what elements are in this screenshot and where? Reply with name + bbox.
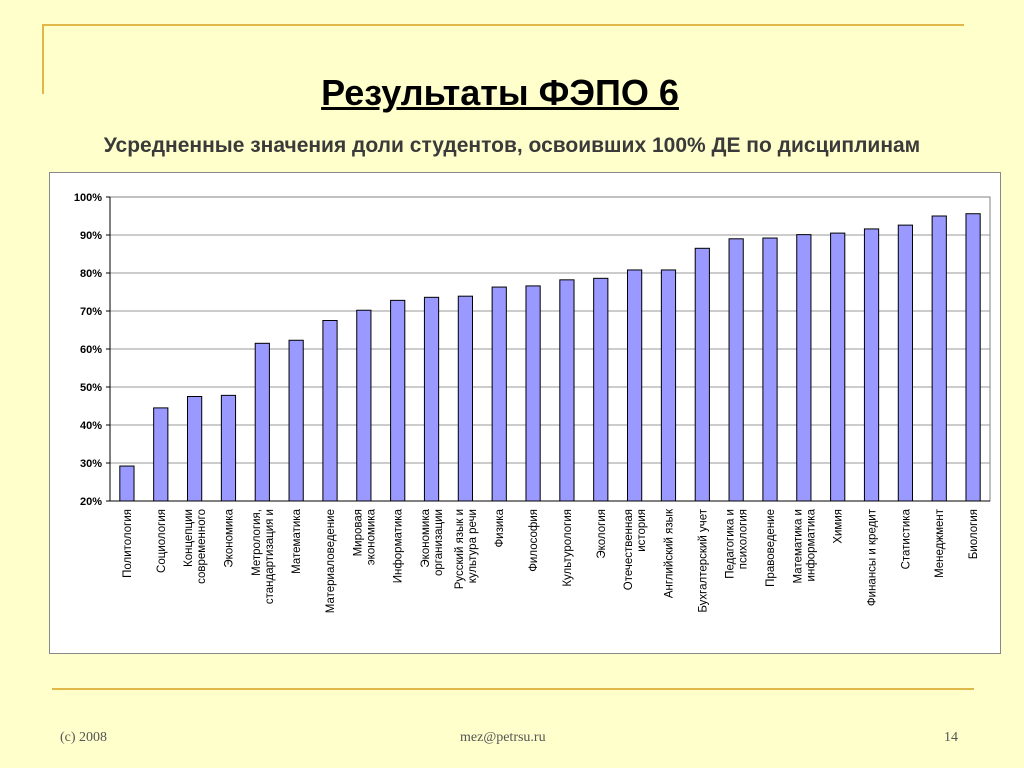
x-tick-label: Метрология, bbox=[251, 509, 263, 576]
bar bbox=[660, 269, 677, 502]
bar bbox=[153, 407, 169, 502]
x-tick-label: современного bbox=[196, 509, 208, 584]
bar bbox=[322, 320, 338, 502]
top-decor-line bbox=[42, 24, 964, 26]
x-tick-label: Информатика bbox=[393, 508, 405, 583]
bar bbox=[965, 213, 981, 502]
y-tick-label: 100% bbox=[74, 192, 102, 204]
x-tick-label: Педагогика и bbox=[725, 509, 737, 579]
y-tick-label: 30% bbox=[80, 458, 102, 470]
x-tick-label: Биология bbox=[968, 509, 980, 559]
left-decor-line bbox=[42, 24, 44, 94]
bar bbox=[863, 228, 880, 502]
x-tick-label: Бухгалтерский учет bbox=[697, 508, 709, 612]
x-tick-label: психология bbox=[738, 509, 750, 569]
bar bbox=[119, 465, 135, 502]
x-tick-label: Экономика bbox=[420, 508, 432, 567]
x-tick-label: Социология bbox=[156, 509, 168, 573]
bar bbox=[796, 234, 812, 502]
x-tick-label: Правоведение bbox=[765, 509, 777, 587]
y-tick-label: 60% bbox=[80, 344, 102, 356]
x-tick-label: Концепции bbox=[183, 509, 195, 567]
x-tick-label: экономика bbox=[365, 508, 377, 565]
bar bbox=[627, 269, 643, 502]
slide-title: Результаты ФЭПО 6 bbox=[321, 72, 679, 113]
x-tick-label: Экономика bbox=[223, 508, 235, 567]
bar bbox=[491, 286, 507, 502]
bar bbox=[457, 295, 473, 502]
bar bbox=[288, 339, 304, 502]
bar bbox=[897, 224, 913, 502]
x-tick-label: Статистика bbox=[900, 508, 912, 569]
y-tick-label: 80% bbox=[80, 268, 102, 280]
x-tick-label: Английский язык bbox=[663, 508, 675, 598]
bar bbox=[390, 299, 406, 502]
footer-email: mez@petrsu.ru bbox=[460, 730, 546, 745]
x-tick-label: Экология bbox=[596, 509, 608, 559]
bar bbox=[525, 285, 541, 502]
x-tick-label: Математика bbox=[291, 508, 303, 573]
x-tick-label: организации bbox=[433, 509, 445, 576]
bar bbox=[830, 232, 846, 502]
footer-page-number: 14 bbox=[944, 730, 958, 745]
bar bbox=[254, 342, 270, 502]
y-tick-label: 70% bbox=[80, 306, 102, 318]
x-tick-label: информатика bbox=[805, 508, 817, 581]
x-tick-label: Мировая bbox=[352, 509, 364, 556]
bar bbox=[593, 277, 609, 502]
x-tick-label: Менеджмент bbox=[934, 508, 946, 578]
bottom-decor-line bbox=[52, 688, 974, 690]
x-tick-label: культура речи bbox=[467, 509, 479, 583]
x-tick-label: Физика bbox=[494, 508, 506, 547]
x-tick-label: Культурология bbox=[562, 509, 574, 587]
x-tick-label: Философия bbox=[528, 509, 540, 572]
chart-panel: 20% 30% 40% 50% 60% 70% 80% 90% 100% Политология С… bbox=[49, 172, 1001, 654]
x-tick-label: Материаловедение bbox=[325, 509, 337, 613]
bar-chart: 20% 30% 40% 50% 60% 70% 80% 90% 100% Политология С… bbox=[74, 192, 991, 613]
y-tick-label: 90% bbox=[80, 230, 102, 242]
x-tick-label: Финансы и кредит bbox=[867, 508, 879, 606]
y-tick-label: 40% bbox=[80, 420, 102, 432]
x-tick-label: Химия bbox=[833, 509, 845, 544]
x-tick-label: Математика и bbox=[792, 509, 804, 583]
footer-copyright: (c) 2008 bbox=[60, 730, 108, 745]
bar bbox=[931, 215, 947, 502]
bar bbox=[187, 396, 203, 502]
x-tick-label: стандартизация и bbox=[264, 509, 276, 604]
bar bbox=[762, 237, 778, 502]
bar bbox=[559, 279, 575, 502]
x-tick-label: Отечественная bbox=[623, 509, 635, 590]
bar bbox=[220, 394, 237, 502]
bar bbox=[356, 309, 372, 502]
bar bbox=[423, 296, 440, 502]
bar bbox=[728, 238, 744, 502]
y-tick-label: 50% bbox=[80, 382, 102, 394]
slide-subtitle: Усредненные значения доли студентов, осв… bbox=[103, 134, 921, 157]
x-tick-label: Политология bbox=[122, 509, 134, 578]
y-tick-label: 20% bbox=[80, 496, 102, 508]
x-tick-label: история bbox=[636, 509, 648, 552]
bar bbox=[694, 247, 710, 502]
x-tick-label: Русский язык и bbox=[454, 509, 466, 589]
